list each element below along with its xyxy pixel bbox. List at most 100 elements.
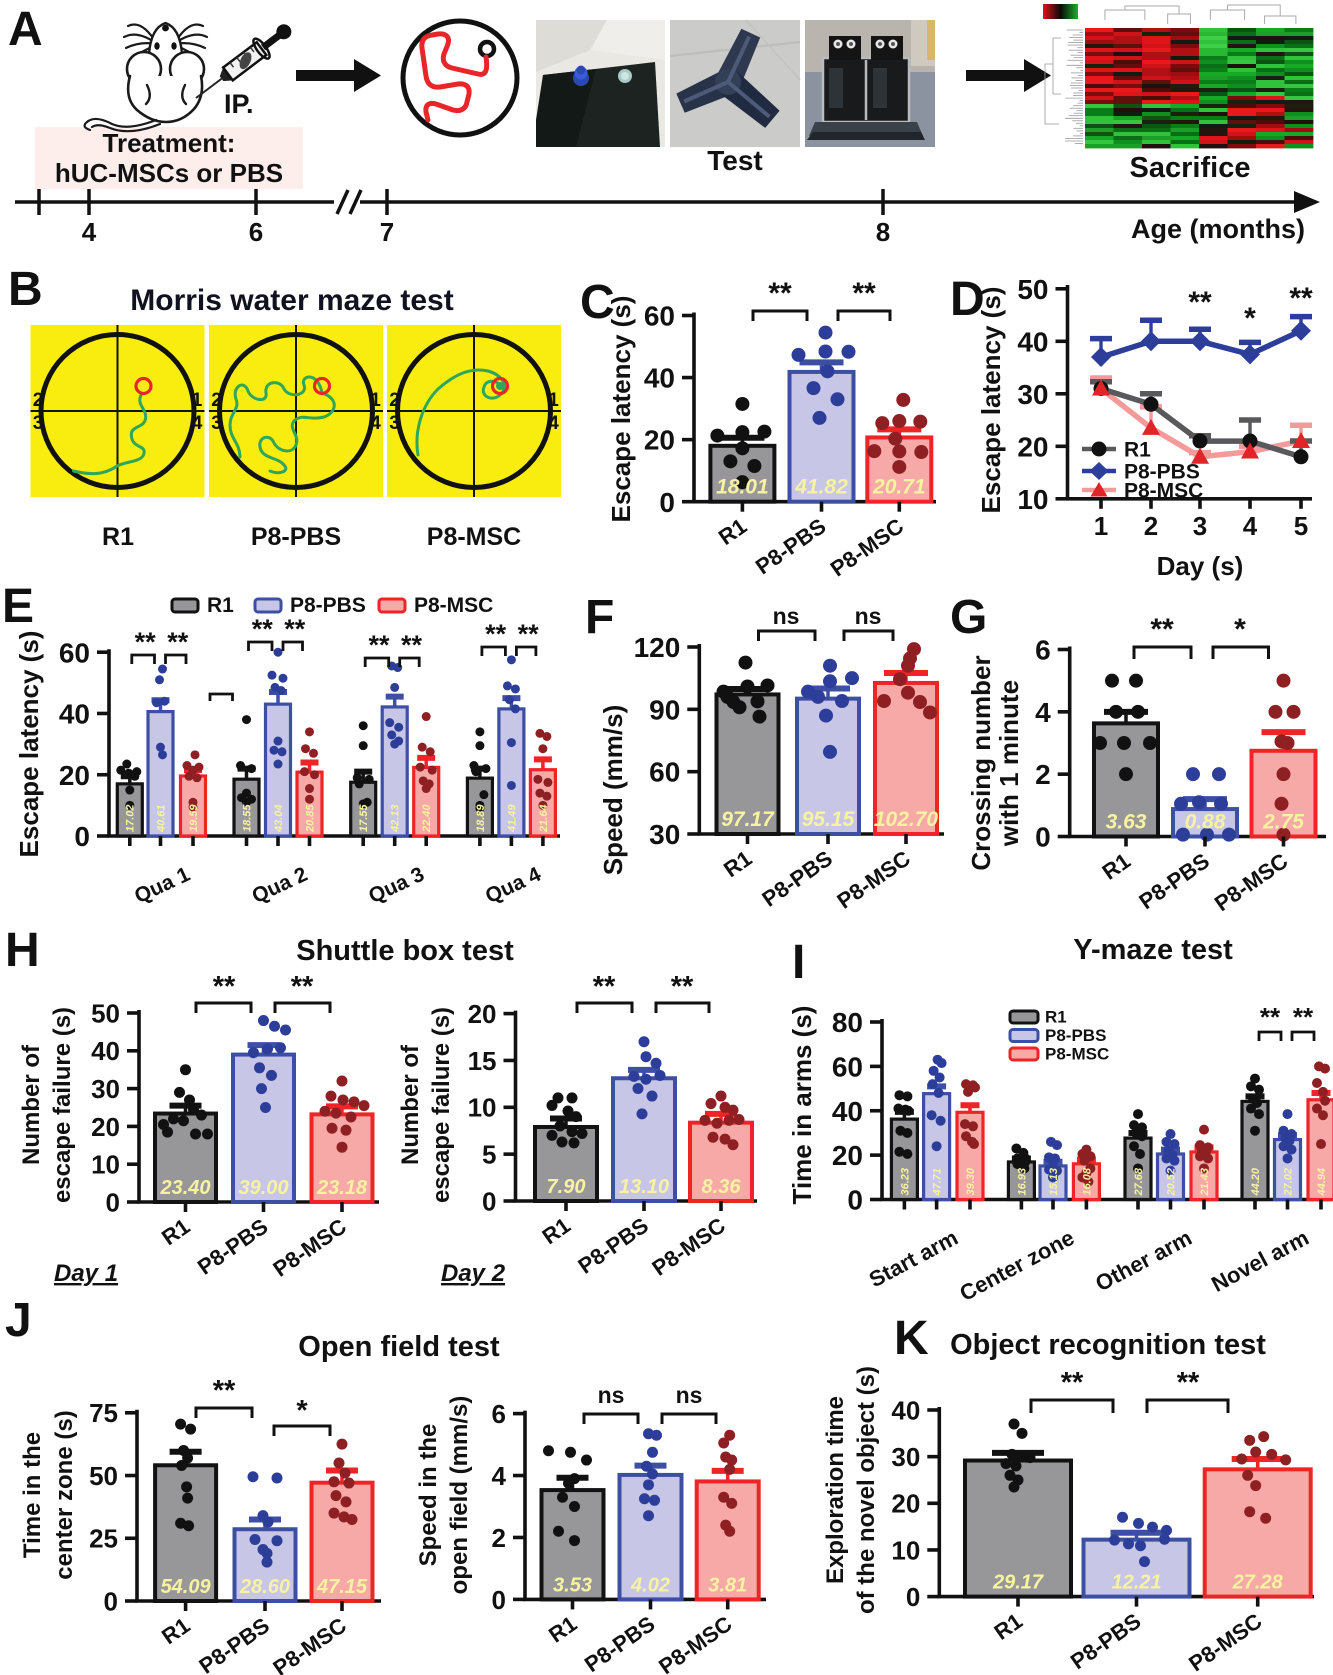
svg-text:2: 2 <box>211 390 222 411</box>
svg-text:0: 0 <box>1035 822 1051 853</box>
svg-text:6: 6 <box>249 217 263 247</box>
svg-text:20: 20 <box>644 425 675 456</box>
svg-text:P8-PBS: P8-PBS <box>1124 461 1200 484</box>
svg-text:Day 1: Day 1 <box>54 1260 118 1287</box>
svg-text:0.88: 0.88 <box>1185 811 1226 834</box>
svg-text:Crossing number: Crossing number <box>966 655 996 870</box>
svg-text:15: 15 <box>468 1046 497 1076</box>
svg-text:Day 2: Day 2 <box>441 1260 506 1287</box>
svg-text:0: 0 <box>106 1187 120 1217</box>
svg-text:19.59: 19.59 <box>188 804 200 832</box>
svg-text:20: 20 <box>832 1140 863 1171</box>
svg-text:27.68: 27.68 <box>1133 1167 1145 1196</box>
svg-text:16.93: 16.93 <box>1016 1168 1028 1196</box>
svg-text:2: 2 <box>1035 759 1051 790</box>
svg-text:2: 2 <box>492 1523 506 1553</box>
svg-text:IP.: IP. <box>224 89 254 119</box>
svg-text:0: 0 <box>482 1186 496 1216</box>
svg-text:center zone (s): center zone (s) <box>51 1410 78 1579</box>
svg-text:P8-PBS: P8-PBS <box>751 513 830 579</box>
svg-text:P8-MSC: P8-MSC <box>1210 848 1293 916</box>
svg-text:47.71: 47.71 <box>931 1168 943 1197</box>
svg-text:10: 10 <box>91 1150 120 1180</box>
svg-text:2.75: 2.75 <box>1262 811 1304 834</box>
svg-text:18.01: 18.01 <box>716 476 769 499</box>
svg-text:open field (mm/s): open field (mm/s) <box>446 1396 473 1595</box>
svg-text:**: ** <box>1289 282 1313 315</box>
svg-text:39.00: 39.00 <box>238 1177 288 1199</box>
svg-text:1: 1 <box>548 390 559 411</box>
svg-text:30: 30 <box>91 1074 120 1104</box>
svg-text:20: 20 <box>59 760 90 791</box>
svg-text:Number of: Number of <box>18 1044 45 1165</box>
svg-text:20.85: 20.85 <box>304 804 316 833</box>
svg-text:44.94: 44.94 <box>1316 1168 1328 1197</box>
svg-text:40: 40 <box>644 363 675 394</box>
svg-text:22.40: 22.40 <box>421 804 433 833</box>
svg-text:P8-MSC: P8-MSC <box>268 1613 351 1675</box>
svg-text:13.10: 13.10 <box>619 1176 669 1198</box>
svg-text:Morris water maze test: Morris water maze test <box>130 284 453 317</box>
svg-text:5: 5 <box>1294 511 1308 541</box>
svg-text:P8-MSC: P8-MSC <box>1184 1608 1267 1675</box>
svg-text:40: 40 <box>1017 326 1048 357</box>
svg-text:**: ** <box>485 619 507 649</box>
svg-text:P8-PBS: P8-PBS <box>290 594 366 617</box>
svg-text:R1: R1 <box>714 513 751 550</box>
svg-text:90: 90 <box>649 694 680 725</box>
svg-text:P8-PBS: P8-PBS <box>1066 1608 1145 1674</box>
svg-text:0: 0 <box>492 1585 506 1615</box>
svg-text:P8-MSC: P8-MSC <box>654 1611 737 1675</box>
svg-text:Age (months): Age (months) <box>1131 214 1305 244</box>
svg-text:Other arm: Other arm <box>1091 1225 1196 1296</box>
svg-text:**: ** <box>213 971 236 1003</box>
svg-text:**: ** <box>284 614 306 644</box>
svg-text:P8-MSC: P8-MSC <box>268 1214 351 1282</box>
svg-text:P8-MSC: P8-MSC <box>1045 1045 1109 1064</box>
svg-text:0: 0 <box>104 1586 118 1616</box>
svg-text:54.09: 54.09 <box>161 1576 212 1598</box>
svg-text:R1: R1 <box>102 523 134 551</box>
svg-text:**: ** <box>1188 286 1212 319</box>
svg-text:4: 4 <box>370 413 381 434</box>
svg-text:Qua 2: Qua 2 <box>249 863 312 909</box>
svg-text:0: 0 <box>906 1582 920 1612</box>
svg-text:P8-PBS: P8-PBS <box>580 1611 659 1675</box>
svg-text:0: 0 <box>74 821 90 852</box>
svg-text:17.02: 17.02 <box>125 804 137 832</box>
svg-text:3: 3 <box>1193 511 1207 541</box>
svg-text:A: A <box>8 3 43 56</box>
svg-text:60: 60 <box>59 637 90 668</box>
svg-text:Qua 3: Qua 3 <box>365 863 428 909</box>
svg-text:P8-PBS: P8-PBS <box>573 1213 652 1279</box>
svg-text:28.60: 28.60 <box>239 1576 290 1598</box>
svg-text:39.30: 39.30 <box>965 1167 977 1195</box>
svg-text:**: ** <box>213 1375 236 1407</box>
svg-text:3: 3 <box>211 413 222 434</box>
svg-text:**: ** <box>1293 1002 1314 1032</box>
svg-text:8.36: 8.36 <box>702 1176 742 1198</box>
svg-text:B: B <box>8 263 43 316</box>
svg-text:1: 1 <box>1094 511 1108 541</box>
svg-text:5: 5 <box>482 1140 496 1170</box>
svg-text:R1: R1 <box>537 1213 574 1250</box>
svg-text:of the novel object (s): of the novel object (s) <box>853 1366 880 1614</box>
svg-text:4: 4 <box>1035 697 1051 728</box>
svg-text:Qua 1: Qua 1 <box>131 863 194 909</box>
svg-text:with 1 minute: with 1 minute <box>994 680 1024 847</box>
svg-text:K: K <box>894 1312 929 1365</box>
svg-text:**: ** <box>768 277 792 310</box>
svg-text:41.82: 41.82 <box>794 476 848 499</box>
svg-text:ns: ns <box>773 603 800 629</box>
svg-text:Escape latency (s): Escape latency (s) <box>976 287 1006 514</box>
svg-text:**: ** <box>368 630 390 660</box>
svg-text:P8-PBS: P8-PBS <box>757 846 836 912</box>
svg-text:4: 4 <box>492 1461 507 1491</box>
svg-text:R1: R1 <box>1097 848 1134 885</box>
svg-text:16.08: 16.08 <box>1081 1167 1093 1195</box>
svg-text:40: 40 <box>891 1395 920 1425</box>
svg-text:Start arm: Start arm <box>865 1225 962 1292</box>
svg-text:30: 30 <box>891 1442 920 1472</box>
svg-text:**: ** <box>401 630 423 660</box>
svg-text:3.53: 3.53 <box>553 1574 592 1596</box>
